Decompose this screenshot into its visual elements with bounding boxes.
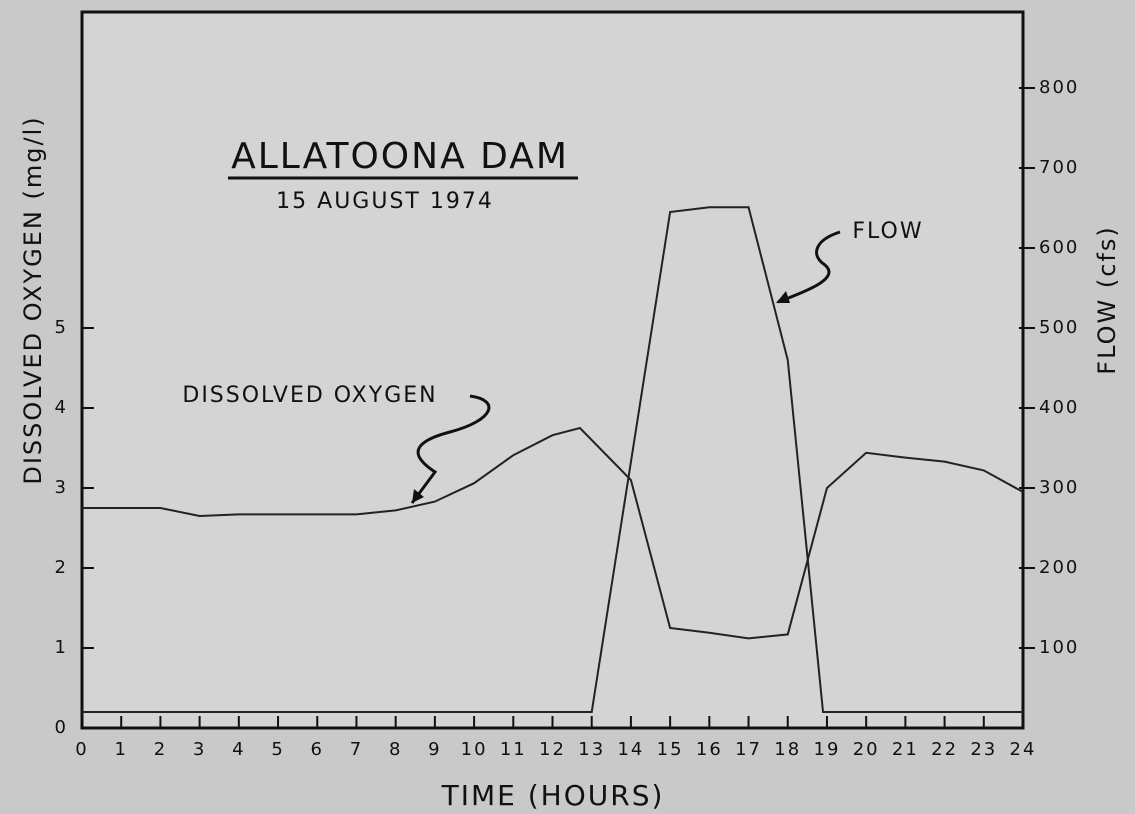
x-tick-label: 21 xyxy=(892,739,919,760)
x-tick-label: 3 xyxy=(193,739,206,760)
y2-tick-label: 700 xyxy=(1039,157,1079,178)
x-tick-label: 15 xyxy=(657,739,684,760)
x-tick-label: 10 xyxy=(461,739,488,760)
annotation: FLOW xyxy=(852,219,923,244)
y2-tick-label: 200 xyxy=(1039,557,1079,578)
x-tick-label: 5 xyxy=(271,739,284,760)
x-tick-label: 7 xyxy=(350,739,363,760)
y-tick-label: 3 xyxy=(55,477,68,498)
plot-frame xyxy=(80,10,1025,730)
y2-tick-label: 800 xyxy=(1039,77,1079,98)
x-tick-label: 8 xyxy=(389,739,402,760)
y-tick-label: 2 xyxy=(55,557,68,578)
x-tick-label: 1 xyxy=(114,739,127,760)
x-tick-label: 17 xyxy=(735,739,762,760)
arrowhead xyxy=(412,489,424,503)
x-tick-label: 11 xyxy=(500,739,527,760)
x-tick-label: 19 xyxy=(814,739,841,760)
x-tick-label: 23 xyxy=(970,739,997,760)
x-tick-label: 14 xyxy=(617,739,644,760)
x-tick-label: 4 xyxy=(232,739,245,760)
chart-title: ALLATOONA DAM xyxy=(231,136,569,177)
y2-axis-label: FLOW (cfs) xyxy=(1093,225,1121,374)
x-tick-label: 9 xyxy=(428,739,441,760)
arrowhead xyxy=(776,291,790,303)
x-tick-label: 2 xyxy=(154,739,167,760)
data-line xyxy=(82,426,1024,640)
x-tick-label: 16 xyxy=(696,739,723,760)
annotation-arrow xyxy=(777,230,841,304)
x-tick-label: 13 xyxy=(578,739,605,760)
y-tick-label: 4 xyxy=(55,397,68,418)
y2-tick-label: 100 xyxy=(1039,637,1079,658)
y2-tick-label: 300 xyxy=(1039,477,1079,498)
x-tick-label: 20 xyxy=(853,739,880,760)
chart-subtitle: 15 AUGUST 1974 xyxy=(276,189,494,214)
data-line xyxy=(82,206,1023,713)
y-axis-label: DISSOLVED OXYGEN (mg/l) xyxy=(19,115,47,484)
x-axis-label: TIME (HOURS) xyxy=(441,779,665,812)
y-tick-label: 0 xyxy=(55,717,68,738)
y2-tick-label: 500 xyxy=(1039,317,1079,338)
y2-tick-label: 600 xyxy=(1039,237,1079,258)
y2-tick-label: 400 xyxy=(1039,397,1079,418)
x-tick-label: 22 xyxy=(931,739,958,760)
annotation-arrow xyxy=(410,394,491,504)
y-tick-label: 1 xyxy=(55,637,68,658)
x-tick-label: 6 xyxy=(311,739,324,760)
annotation: DISSOLVED OXYGEN xyxy=(182,383,437,408)
x-tick-label: 24 xyxy=(1010,739,1037,760)
x-tick-label: 12 xyxy=(539,739,566,760)
y-tick-label: 5 xyxy=(55,317,68,338)
x-tick-label: 18 xyxy=(774,739,801,760)
x-tick-label: 0 xyxy=(75,739,88,760)
